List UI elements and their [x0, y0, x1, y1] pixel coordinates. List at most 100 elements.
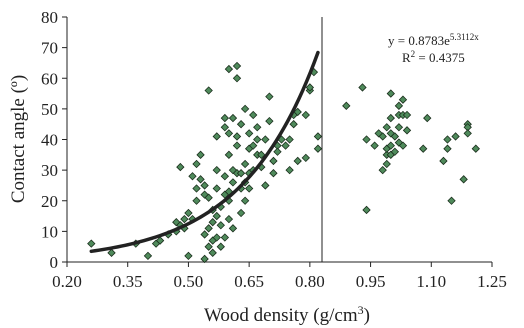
data-point [184, 208, 193, 218]
data-point [362, 205, 371, 215]
data-point [232, 132, 242, 141]
data-point [459, 175, 468, 184]
data-point [285, 135, 294, 144]
y-tick-label: 10 [41, 222, 58, 241]
data-point [394, 138, 404, 147]
data-point [249, 110, 258, 120]
data-point [244, 184, 254, 193]
data-point [398, 141, 408, 150]
y-tick-label: 60 [41, 69, 58, 88]
data-point [228, 178, 238, 187]
y-ticks: 0 10 20 30 40 50 60 70 80 [41, 8, 67, 272]
data-point [204, 86, 213, 95]
y-tick-label: 50 [41, 100, 58, 119]
data-point [224, 214, 234, 224]
data-point [362, 135, 371, 144]
x-tick-label: 0.95 [356, 272, 386, 291]
data-point [176, 162, 185, 172]
data-point [224, 64, 234, 74]
data-point [378, 132, 387, 141]
data-point [240, 104, 250, 114]
data-point [208, 218, 217, 227]
x-tick-label: 0.50 [174, 272, 204, 291]
data-point [87, 239, 96, 248]
data-point [200, 254, 209, 264]
x-tick-label: 0.80 [295, 272, 325, 291]
data-point [192, 196, 201, 205]
data-point [419, 144, 428, 153]
y-tick-label: 70 [41, 39, 58, 58]
data-point [220, 113, 230, 123]
data-point [240, 159, 250, 169]
data-point [192, 184, 201, 193]
data-point [204, 193, 213, 202]
data-point [402, 126, 412, 135]
data-point [236, 208, 246, 218]
data-point [204, 242, 213, 251]
trendline-curve [89, 50, 320, 254]
data-point [301, 110, 310, 120]
data-point [443, 135, 452, 144]
data-point [232, 74, 242, 83]
data-point [402, 110, 412, 120]
data-point [390, 132, 400, 141]
y-tick-label: 20 [41, 192, 58, 211]
data-point [305, 83, 315, 92]
x-tick-label: 0.20 [52, 272, 82, 291]
data-point [257, 150, 266, 159]
data-point [220, 233, 230, 242]
data-point [273, 147, 282, 156]
data-point [192, 159, 201, 169]
plot-area: 0.20 0.35 0.50 0.65 0.80 0.95 1.10 1.25 0 10 20 30… [41, 8, 507, 291]
data-point [378, 165, 387, 175]
data-point [285, 165, 294, 175]
data-point [220, 172, 230, 181]
data-point [386, 89, 395, 98]
data-point [398, 95, 408, 104]
data-point [374, 129, 383, 138]
data-point [253, 123, 262, 132]
data-point [212, 132, 221, 141]
data-point [228, 113, 238, 123]
data-point [224, 150, 234, 159]
data-point [394, 101, 404, 110]
data-point [232, 61, 242, 71]
data-point [188, 172, 197, 181]
data-point [386, 129, 395, 138]
data-point [463, 129, 472, 138]
data-point [212, 233, 221, 242]
data-point [293, 156, 302, 166]
data-point [236, 169, 246, 178]
data-point [196, 150, 205, 159]
x-tick-label: 1.10 [416, 272, 446, 291]
data-point [269, 156, 278, 166]
data-point [394, 123, 404, 132]
data-point [358, 83, 367, 92]
data-point [342, 101, 351, 110]
data-point [439, 156, 448, 166]
data-point [224, 129, 234, 138]
data-point [390, 147, 400, 156]
x-tick-label: 0.65 [234, 272, 264, 291]
data-point [370, 141, 379, 150]
data-point [447, 196, 456, 205]
data-point [143, 251, 153, 261]
x-tick-label: 1.25 [477, 272, 507, 291]
data-point [313, 144, 323, 153]
data-point [196, 175, 205, 184]
data-point [293, 107, 302, 117]
r-squared-annotation: R2 = 0.4375 [402, 49, 465, 65]
y-tick-label: 40 [41, 131, 58, 150]
y-tick-label: 80 [41, 8, 58, 27]
data-point [107, 248, 116, 257]
data-point [281, 141, 290, 150]
data-point [236, 120, 246, 129]
data-points [87, 61, 480, 264]
data-point [200, 230, 209, 239]
data-point [261, 181, 270, 190]
data-point [313, 132, 323, 141]
data-point [216, 221, 225, 230]
data-point [240, 196, 250, 205]
data-point [208, 248, 217, 257]
